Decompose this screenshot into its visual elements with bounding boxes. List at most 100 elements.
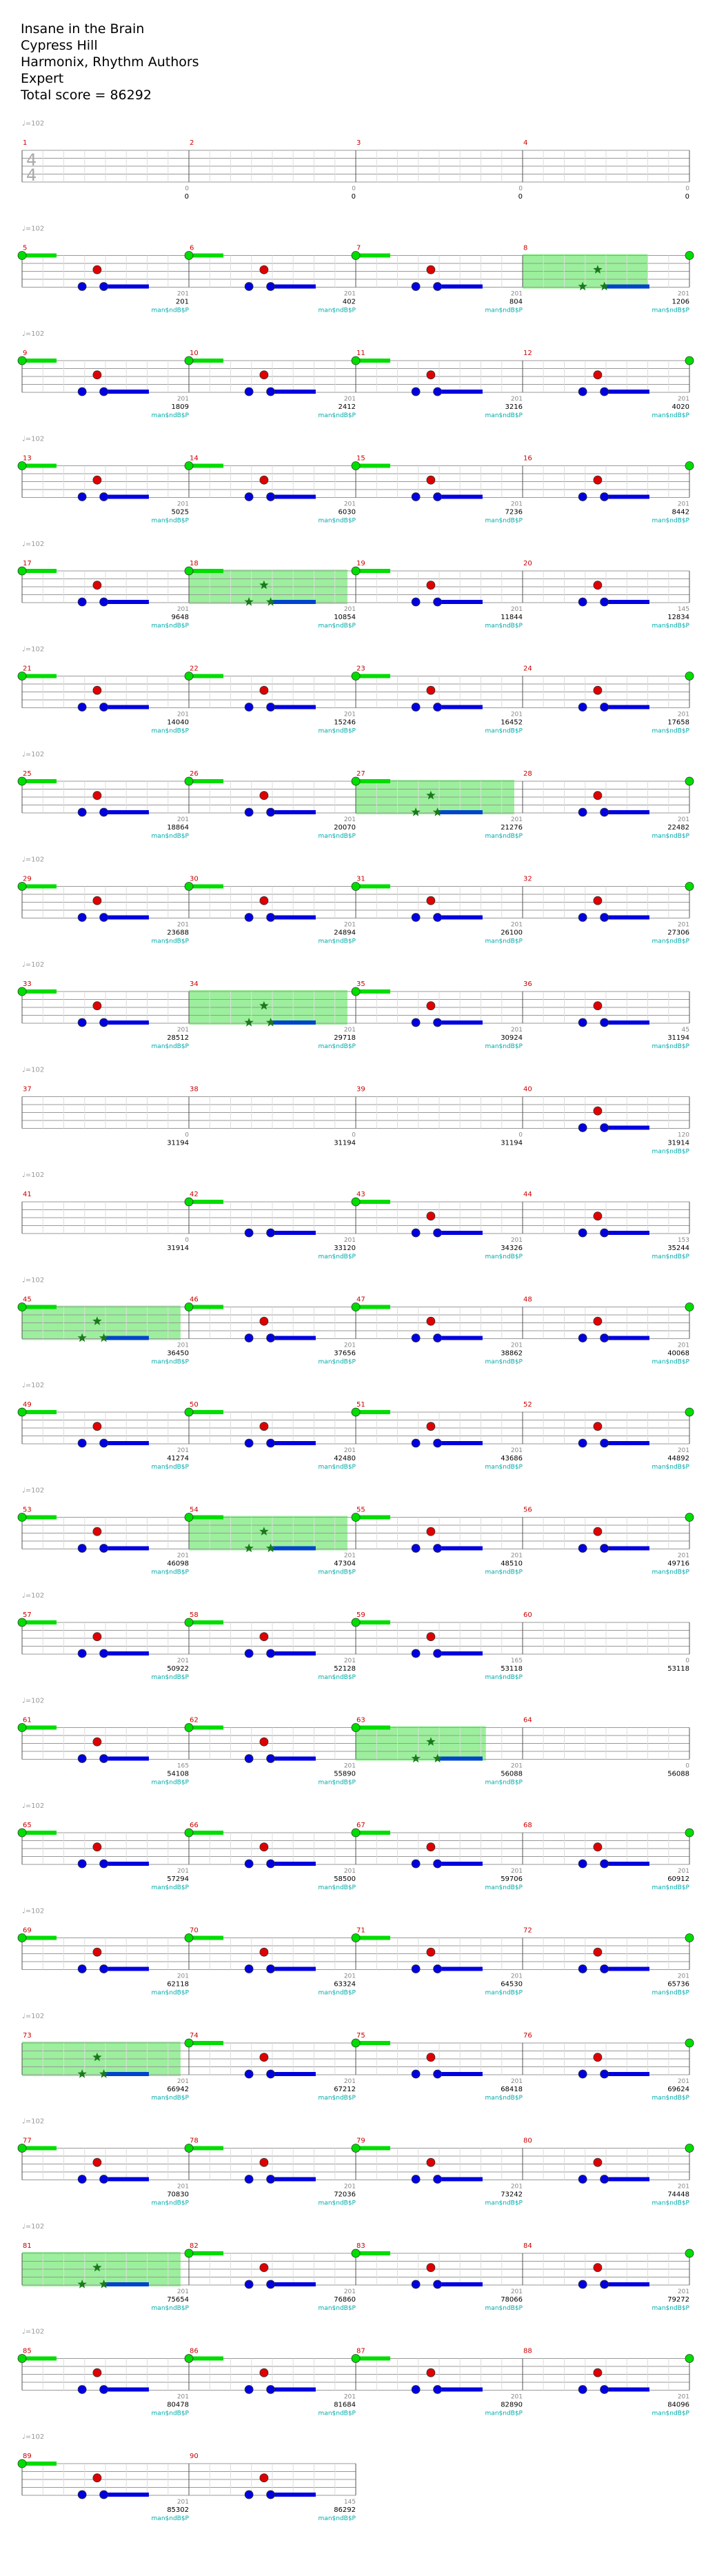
- blue-sustain: [437, 1966, 483, 1971]
- blue-sustain: [103, 705, 149, 710]
- cumulative-score: 70830: [167, 2191, 189, 2199]
- blue-note: [77, 2385, 87, 2394]
- cumulative-score: 24894: [334, 929, 356, 937]
- blue-note: [578, 1334, 587, 1342]
- red-note: [426, 475, 436, 485]
- cumulative-score: 27306: [667, 929, 689, 937]
- measure-score: 201: [344, 816, 356, 823]
- measure-number: 89: [23, 2453, 32, 2460]
- measure-number: 82: [190, 2242, 199, 2250]
- red-note: [593, 1947, 603, 1957]
- tempo-label: ♩=102: [22, 2433, 44, 2441]
- blue-note: [266, 703, 275, 712]
- red-note: [593, 685, 603, 695]
- cumulative-score: 31914: [167, 1245, 189, 1252]
- green-sustain: [26, 2356, 57, 2361]
- bonus-label: man$ndB$P: [652, 412, 690, 419]
- measure-number: 13: [23, 455, 32, 463]
- blue-note: [244, 282, 254, 291]
- tempo-label: ♩=102: [22, 330, 44, 338]
- blue-note: [433, 1228, 442, 1238]
- green-note: [351, 672, 361, 681]
- measure-score: 201: [177, 1553, 189, 1560]
- bonus-label: man$ndB$P: [485, 2095, 523, 2102]
- blue-note: [244, 2280, 254, 2289]
- blue-note: [578, 913, 587, 922]
- red-note: [92, 1947, 102, 1957]
- measure-score: 120: [678, 1132, 689, 1139]
- measure-score: 0: [352, 185, 356, 192]
- bonus-label: man$ndB$P: [152, 1043, 190, 1050]
- measure-score: 201: [344, 2394, 356, 2401]
- measure-number: 38: [190, 1086, 199, 1094]
- bonus-label: man$ndB$P: [152, 1990, 190, 1997]
- green-note: [685, 882, 694, 891]
- blue-note: [411, 1964, 421, 1973]
- blue-sustain: [103, 2493, 149, 2497]
- tempo-label: ♩=102: [22, 2223, 44, 2231]
- blue-note: [77, 703, 87, 712]
- red-note: [593, 370, 603, 380]
- green-note: [17, 2144, 27, 2153]
- measure-number: 12: [523, 350, 532, 357]
- measure-score: 201: [344, 1027, 356, 1034]
- green-sustain: [360, 1620, 390, 1624]
- bonus-label: man$ndB$P: [652, 1569, 690, 1576]
- green-note: [351, 2354, 361, 2363]
- green-sustain: [193, 674, 223, 678]
- bonus-label: man$ndB$P: [319, 2515, 356, 2522]
- cumulative-score: 9648: [172, 614, 189, 621]
- measure-score: 201: [678, 1868, 689, 1875]
- blue-sustain: [604, 1546, 649, 1551]
- blue-note: [433, 1438, 442, 1448]
- measure-score: 201: [511, 2394, 523, 2401]
- bonus-label: man$ndB$P: [319, 1043, 356, 1050]
- bonus-label: man$ndB$P: [485, 1464, 523, 1471]
- green-note: [351, 1513, 361, 1522]
- blue-note: [600, 1334, 609, 1342]
- cumulative-score: 69624: [667, 2086, 689, 2093]
- blue-note: [411, 282, 421, 291]
- green-note: [351, 356, 361, 365]
- green-note: [184, 1407, 194, 1417]
- green-sustain: [193, 1935, 223, 1940]
- cumulative-score: 75654: [167, 2296, 189, 2304]
- blue-note: [77, 1544, 87, 1553]
- measure-number: 48: [523, 1296, 532, 1304]
- cumulative-score: 0: [518, 193, 523, 201]
- measure-number: 68: [523, 1822, 532, 1829]
- bonus-label: man$ndB$P: [485, 308, 523, 314]
- blue-sustain: [270, 2072, 316, 2076]
- green-sustain: [193, 1410, 223, 1414]
- green-note: [17, 461, 27, 470]
- measure-number: 65: [23, 1822, 32, 1829]
- blue-note: [433, 913, 442, 922]
- blue-note: [99, 2490, 108, 2499]
- blue-sustain: [270, 1756, 316, 1761]
- measure-score: 201: [344, 712, 356, 718]
- green-sustain: [26, 2146, 57, 2151]
- blue-note: [600, 2280, 609, 2289]
- cumulative-score: 86292: [334, 2506, 356, 2514]
- blue-note: [77, 913, 87, 922]
- blue-sustain: [437, 600, 483, 604]
- measure-number: 35: [356, 980, 365, 988]
- measure-score: 201: [177, 2078, 189, 2085]
- tempo-label: ♩=102: [22, 541, 44, 548]
- measure-score: 165: [177, 1763, 189, 1770]
- green-note: [17, 566, 27, 576]
- measure-score: 201: [511, 2184, 523, 2191]
- red-note: [259, 475, 269, 485]
- red-note: [92, 265, 102, 274]
- blue-sustain: [604, 284, 649, 289]
- blue-sustain: [270, 1441, 316, 1445]
- blue-note: [77, 387, 87, 396]
- measure-score: 201: [678, 2288, 689, 2295]
- blue-note: [99, 703, 108, 712]
- blue-sustain: [103, 1546, 149, 1551]
- bonus-label: man$ndB$P: [652, 518, 690, 525]
- blue-note: [411, 492, 421, 501]
- measure-score: 201: [344, 922, 356, 929]
- measure-number: 17: [23, 560, 32, 567]
